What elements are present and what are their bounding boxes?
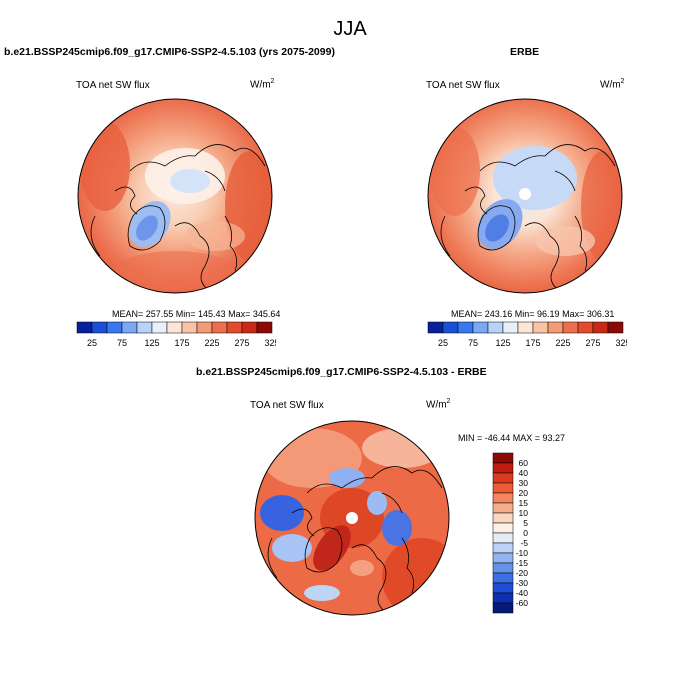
colorbar-tick-label: 225 [204, 338, 219, 348]
colorbar-box [226, 321, 243, 334]
colorbar-box [492, 542, 514, 554]
colorbar-box [492, 572, 514, 584]
colorbar-tick-label: 75 [468, 338, 478, 348]
colorbar-box [492, 512, 514, 524]
colorbar-tick-label: 40 [519, 468, 529, 478]
colorbar-tick-label: 10 [519, 508, 529, 518]
colorbar-box [487, 321, 504, 334]
colorbar-box [492, 602, 514, 614]
panel-2-stats: MEAN= 243.16 Min= 96.19 Max= 306.31 [451, 309, 615, 319]
colorbar-box [492, 522, 514, 534]
colorbar-tick-label: 60 [519, 458, 529, 468]
colorbar-tick-label: -5 [520, 538, 528, 548]
panel-2-title: ERBE [510, 46, 540, 58]
colorbar-box [106, 321, 123, 334]
panel-1-units-label: W/m2 [250, 78, 275, 91]
panel-1-title: b.e21.BSSP245cmip6.f09_g17.CMIP6-SSP2-4.… [4, 46, 335, 58]
colorbar-box [517, 321, 534, 334]
colorbar-tick-label: -60 [516, 598, 529, 608]
colorbar-tick-label: 25 [438, 338, 448, 348]
colorbar-box [181, 321, 198, 334]
colorbar-tick-label: 175 [525, 338, 540, 348]
panel-1-colorbar: 2575125175225275325375 [76, 321, 276, 348]
panel-3-polar-map [254, 420, 450, 616]
colorbar-tick-label: 125 [144, 338, 159, 348]
colorbar-box [607, 321, 624, 334]
colorbar-tick-label: 275 [585, 338, 600, 348]
panel-3-title: b.e21.BSSP245cmip6.f09_g17.CMIP6-SSP2-4.… [196, 366, 487, 378]
panel-2-colorbar: 2575125175225275325375 [427, 321, 627, 348]
colorbar-box [492, 582, 514, 594]
panel-2-units-label: W/m2 [600, 78, 625, 91]
colorbar-tick-label: 175 [174, 338, 189, 348]
panel-2-polar-map [427, 98, 623, 294]
colorbar-box [121, 321, 138, 334]
colorbar-box [577, 321, 594, 334]
colorbar-box [136, 321, 153, 334]
panel-3-units-label: W/m2 [426, 398, 451, 411]
colorbar-tick-label: 0 [523, 528, 528, 538]
colorbar-box [592, 321, 609, 334]
panel-3-stats: MIN = -46.44 MAX = 93.27 [458, 433, 566, 443]
colorbar-tick-label: -15 [516, 558, 529, 568]
colorbar-tick-label: 325 [615, 338, 627, 348]
colorbar-box [562, 321, 579, 334]
colorbar-box [492, 502, 514, 514]
colorbar-box [256, 321, 273, 334]
colorbar-box [547, 321, 564, 334]
page-title: JJA [333, 18, 367, 40]
colorbar-tick-label: 225 [555, 338, 570, 348]
colorbar-tick-label: 325 [264, 338, 276, 348]
colorbar-tick-label: 275 [234, 338, 249, 348]
colorbar-box [241, 321, 258, 334]
colorbar-tick-label: 25 [87, 338, 97, 348]
colorbar-tick-label: -10 [516, 548, 529, 558]
colorbar-box [492, 492, 514, 504]
panel-1-polar-map [77, 98, 273, 294]
colorbar-tick-label: -30 [516, 578, 529, 588]
colorbar-tick-label: 125 [495, 338, 510, 348]
colorbar-box [492, 452, 514, 464]
colorbar-box [492, 562, 514, 574]
colorbar-box [427, 321, 444, 334]
colorbar-box [211, 321, 228, 334]
colorbar-box [166, 321, 183, 334]
colorbar-box [91, 321, 108, 334]
panel-2-variable-label: TOA net SW flux [426, 80, 500, 91]
colorbar-box [196, 321, 213, 334]
colorbar-box [492, 482, 514, 494]
colorbar-box [502, 321, 519, 334]
panel-3-variable-label: TOA net SW flux [250, 400, 324, 411]
colorbar-box [151, 321, 168, 334]
colorbar-tick-label: -20 [516, 568, 529, 578]
colorbar-box [492, 472, 514, 484]
panel-1-stats: MEAN= 257.55 Min= 145.43 Max= 345.64 [112, 309, 281, 319]
colorbar-box [492, 552, 514, 564]
colorbar-box [492, 462, 514, 474]
colorbar-tick-label: 5 [523, 518, 528, 528]
colorbar-box [442, 321, 459, 334]
colorbar-box [532, 321, 549, 334]
panel-1-variable-label: TOA net SW flux [76, 80, 150, 91]
colorbar-box [492, 592, 514, 604]
colorbar-box [76, 321, 93, 334]
colorbar-box [457, 321, 474, 334]
colorbar-box [492, 532, 514, 544]
colorbar-tick-label: 20 [519, 488, 529, 498]
colorbar-tick-label: 15 [519, 498, 529, 508]
colorbar-tick-label: -40 [516, 588, 529, 598]
colorbar-box [472, 321, 489, 334]
colorbar-tick-label: 30 [519, 478, 529, 488]
colorbar-tick-label: 75 [117, 338, 127, 348]
